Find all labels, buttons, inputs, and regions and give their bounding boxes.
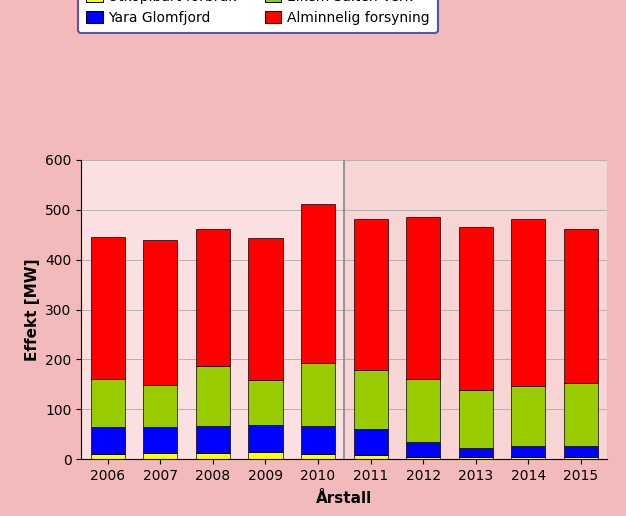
Bar [406, 457, 440, 459]
Bar [459, 227, 493, 391]
Bar [354, 429, 387, 455]
Bar [406, 442, 440, 457]
Bar [459, 448, 493, 457]
X-axis label: Årstall: Årstall [316, 491, 372, 506]
Bar [143, 427, 177, 453]
Bar [511, 219, 545, 386]
Bar [301, 426, 335, 454]
Bar [249, 452, 282, 459]
Bar [511, 386, 545, 446]
Bar [564, 446, 598, 457]
Bar [91, 454, 125, 459]
Bar [249, 238, 282, 380]
Bar [143, 385, 177, 427]
Bar [196, 229, 230, 366]
Bar [354, 455, 387, 459]
Bar [564, 383, 598, 446]
Bar [196, 426, 230, 453]
Bar [344, 160, 607, 459]
Bar [301, 454, 335, 459]
Bar [406, 217, 440, 379]
Bar [196, 366, 230, 426]
Bar [406, 379, 440, 442]
Bar [354, 219, 387, 370]
Bar [91, 379, 125, 427]
Legend: Utkoplbart forbruk, Yara Glomfjord, Elkem Salten Verk, Alminnelig forsyning: Utkoplbart forbruk, Yara Glomfjord, Elke… [78, 0, 438, 33]
Bar [91, 427, 125, 454]
Bar [564, 457, 598, 459]
Bar [143, 453, 177, 459]
Bar [143, 240, 177, 385]
Bar [249, 380, 282, 425]
Y-axis label: Effekt [MW]: Effekt [MW] [25, 259, 39, 361]
Bar [354, 370, 387, 429]
Bar [196, 453, 230, 459]
Bar [91, 237, 125, 379]
Bar [459, 391, 493, 448]
Bar [511, 446, 545, 457]
Bar [511, 457, 545, 459]
Bar [301, 363, 335, 426]
Bar [249, 425, 282, 452]
Bar [564, 229, 598, 383]
Bar [301, 204, 335, 363]
Bar [459, 457, 493, 459]
